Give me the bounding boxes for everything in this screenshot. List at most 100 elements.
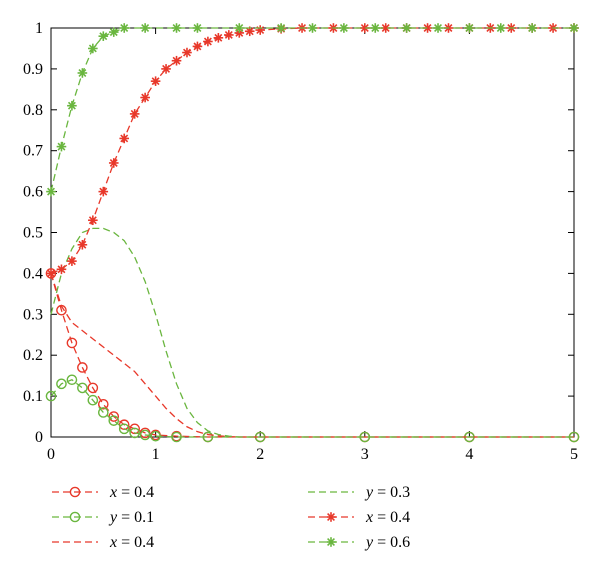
series-1	[45, 268, 580, 443]
legend-marker	[326, 537, 336, 547]
y-tick-label: 0.8	[23, 102, 43, 119]
data-point	[88, 215, 98, 226]
data-point	[140, 92, 150, 103]
x-tick-label: 5	[570, 446, 578, 463]
data-point	[255, 25, 265, 35]
y-tick-label: 0.9	[23, 61, 43, 78]
x-tick-label: 2	[256, 446, 264, 463]
data-point	[140, 23, 150, 33]
legend-item: y = 0.1	[52, 509, 154, 526]
data-point	[67, 100, 77, 111]
series-4	[50, 227, 574, 438]
legend-marker	[69, 486, 81, 498]
data-point	[192, 41, 203, 52]
data-point	[119, 23, 130, 33]
legend-variable: y	[364, 484, 374, 501]
data-point	[150, 76, 161, 86]
data-point	[224, 30, 234, 40]
data-point	[66, 337, 78, 349]
legend-value: = 0.4	[117, 534, 154, 551]
legend-item: x = 0.4	[308, 509, 410, 526]
legend-item: x = 0.4	[52, 534, 154, 551]
y-tick-label: 0.5	[23, 225, 43, 242]
data-point	[66, 374, 78, 386]
data-point	[192, 23, 203, 33]
data-point	[202, 431, 214, 443]
series-5	[46, 23, 579, 279]
series-2	[45, 374, 580, 443]
series-3	[50, 273, 574, 438]
data-point	[98, 407, 109, 418]
legend-label: x = 0.4	[109, 534, 154, 551]
y-tick-label: 0.6	[23, 184, 43, 201]
data-point	[307, 23, 318, 33]
legend-label: y = 0.1	[108, 509, 154, 526]
legend-value: = 0.4	[373, 509, 410, 526]
series-layer	[45, 23, 580, 443]
y-tick-label: 0	[35, 429, 43, 446]
legend-value: = 0.6	[373, 534, 410, 551]
y-tick-label: 0.1	[23, 388, 43, 405]
x-tick-label: 4	[465, 446, 473, 463]
data-point	[46, 186, 56, 197]
data-point	[370, 23, 381, 33]
axis-ticks: 0 1 2 3 4 5 0 0.1 0.2 0.3 0.4 0.5 0.6 0.7 0.8 0.9 1	[23, 20, 578, 463]
data-point	[56, 141, 67, 152]
data-point	[339, 23, 349, 33]
legend-variable: y	[364, 534, 374, 551]
data-point	[87, 382, 99, 394]
data-point	[56, 378, 67, 390]
series-line	[50, 273, 574, 438]
y-tick-label: 0.4	[23, 265, 43, 282]
data-point	[569, 23, 579, 33]
data-point	[87, 394, 99, 406]
plot-frame	[50, 27, 575, 438]
data-point	[171, 55, 182, 66]
data-point	[129, 109, 140, 119]
x-tick-label: 3	[361, 446, 369, 463]
x-tick-label: 0	[47, 446, 55, 463]
y-tick-label: 1	[35, 20, 43, 37]
data-point	[98, 186, 109, 197]
series-line	[50, 27, 574, 275]
data-point	[182, 47, 192, 58]
legend-value: = 0.3	[373, 484, 410, 501]
data-point	[46, 268, 56, 279]
data-point	[118, 423, 130, 435]
legend-variable: x	[365, 509, 373, 526]
data-point	[276, 23, 286, 33]
legend-marker	[326, 512, 336, 522]
data-point	[77, 239, 88, 250]
data-point	[108, 27, 119, 37]
data-point	[234, 23, 245, 33]
data-point	[98, 398, 109, 410]
data-point	[139, 429, 151, 441]
data-point	[150, 430, 161, 442]
legend-variable: y	[108, 509, 118, 526]
legend-item: x = 0.4	[52, 484, 154, 501]
legend-value: = 0.4	[117, 484, 154, 501]
y-tick-label: 0.3	[23, 306, 43, 323]
data-point	[98, 31, 109, 41]
legend-marker	[69, 511, 81, 523]
legend: x = 0.4y = 0.1x = 0.4y = 0.3x = 0.4y = 0…	[52, 484, 410, 551]
data-point	[119, 133, 130, 144]
series-6	[46, 23, 579, 197]
data-point	[77, 362, 88, 373]
data-point	[213, 33, 224, 43]
legend-item: y = 0.3	[308, 484, 410, 501]
data-point	[129, 427, 140, 439]
legend-value: = 0.1	[117, 509, 154, 526]
data-point	[108, 158, 119, 168]
data-point	[171, 431, 182, 443]
series-line	[50, 227, 574, 438]
legend-item: y = 0.6	[308, 534, 410, 551]
data-point	[88, 43, 98, 54]
y-tick-label: 0.7	[23, 143, 43, 160]
legend-variable: x	[109, 534, 117, 551]
legend-label: x = 0.4	[109, 484, 154, 501]
legend-label: x = 0.4	[365, 509, 410, 526]
data-point	[464, 23, 475, 33]
y-tick-label: 0.2	[23, 347, 43, 364]
